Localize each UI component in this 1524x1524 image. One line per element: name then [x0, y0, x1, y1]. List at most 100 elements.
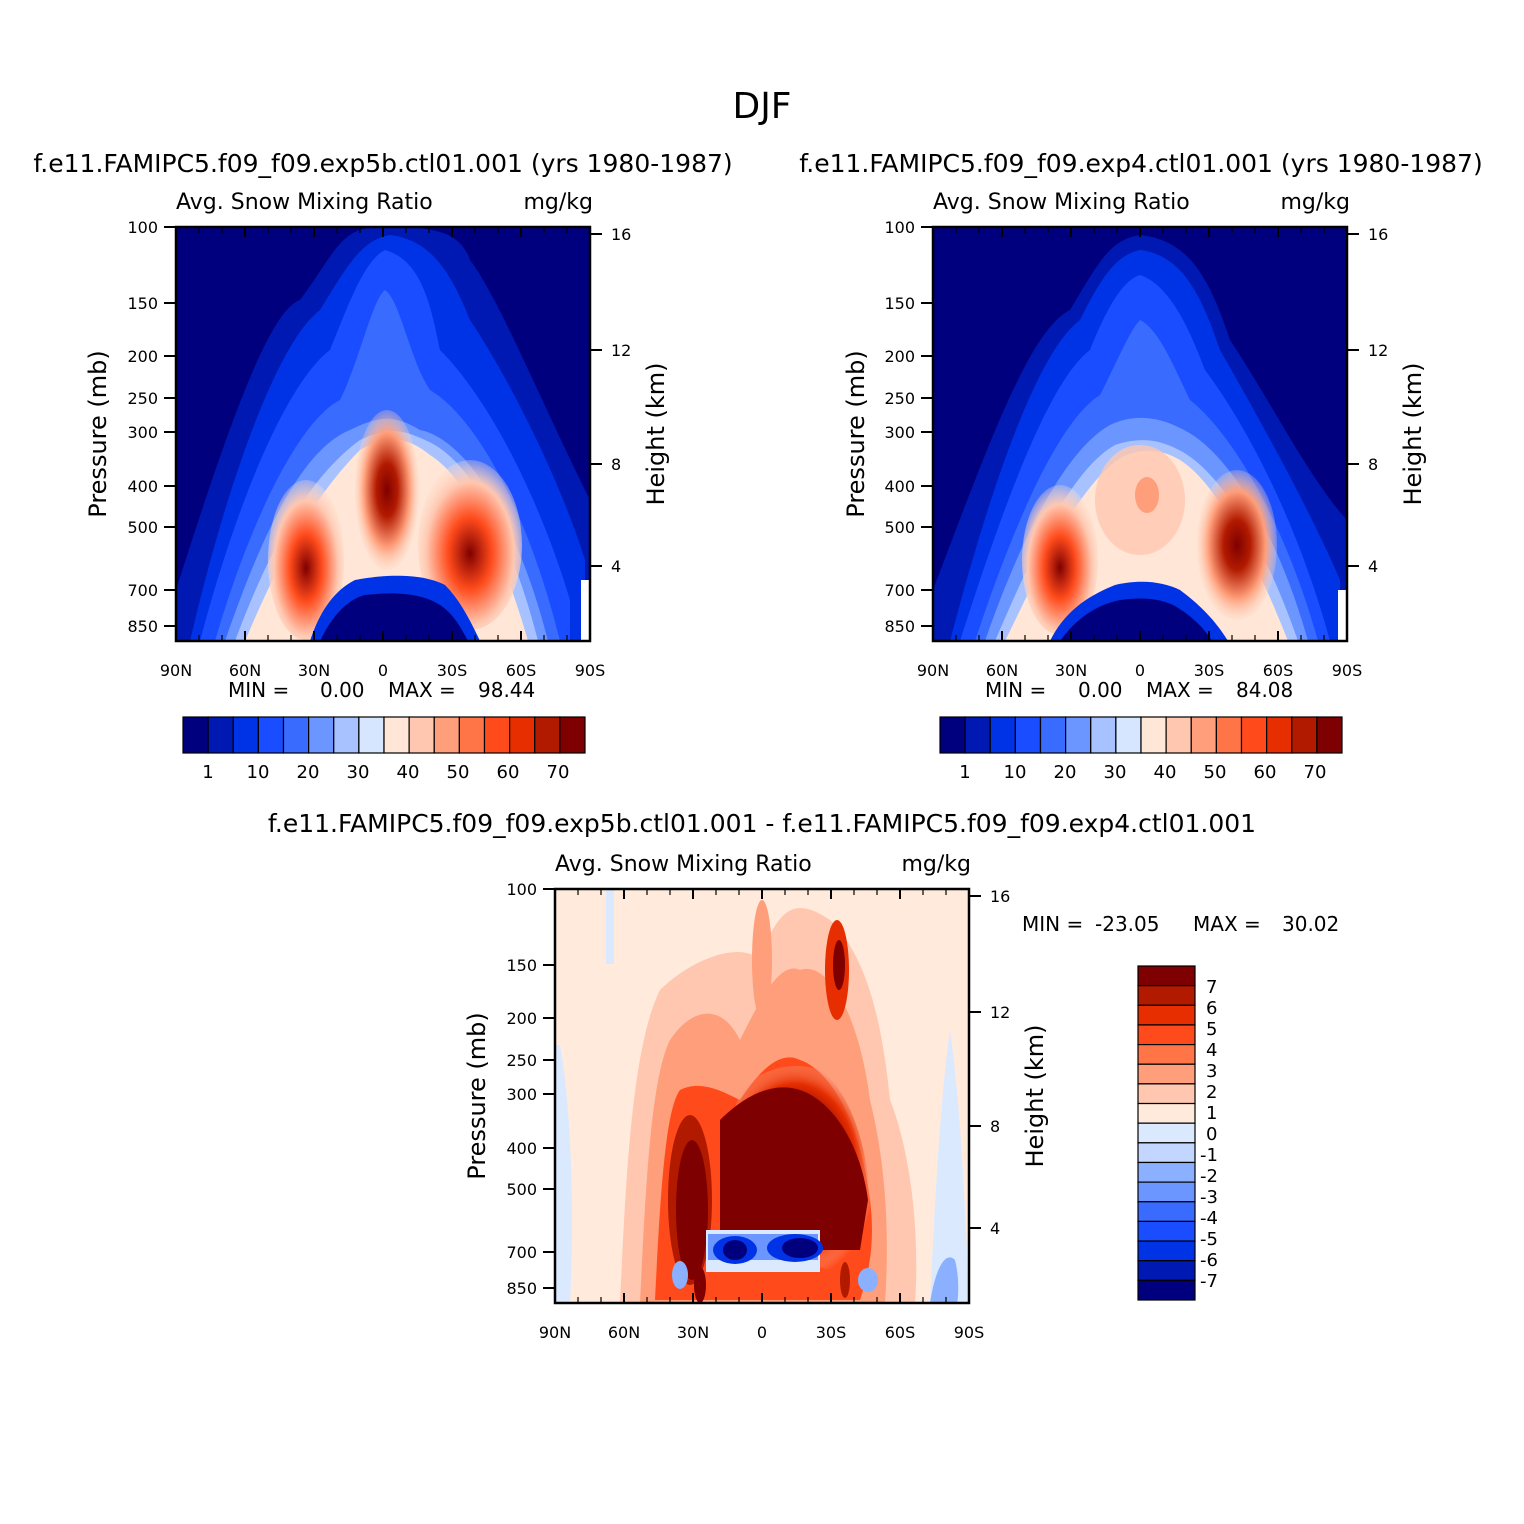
colorbar-swatch: [1137, 965, 1196, 987]
panel-3-min-value: -23.05: [1095, 912, 1159, 936]
colorbar-label: 6: [1206, 998, 1217, 1019]
colorbar-swatch: [257, 716, 285, 754]
colorbar-swatch: [483, 716, 511, 754]
panel-2-max-label: MAX =: [1146, 678, 1214, 702]
colorbar-label: -3: [1200, 1187, 1218, 1208]
colorbar-swatch: [1137, 1024, 1196, 1046]
colorbar-label: 1: [202, 762, 213, 783]
panel-3-y-axis-right-label: Height (km): [1021, 1025, 1049, 1168]
y-tick-label: 700: [884, 581, 915, 600]
panel-1-units: mg/kg: [523, 190, 593, 215]
y-tick-label: 200: [127, 347, 158, 366]
x-tick-label: 60S: [1263, 661, 1294, 680]
colorbar-swatch: [1137, 1102, 1196, 1124]
colorbar-swatch: [1065, 716, 1092, 754]
colorbar-swatch: [232, 716, 259, 754]
panel-1-y-axis-right-label: Height (km): [642, 363, 670, 506]
colorbar-label: -2: [1200, 1166, 1218, 1187]
colorbar-label: 5: [1206, 1019, 1217, 1040]
y-right-tick-label: 8: [1368, 455, 1378, 474]
colorbar-label: 0: [1206, 1124, 1217, 1145]
colorbar-swatch: [509, 716, 536, 754]
colorbar-label: -7: [1200, 1271, 1218, 1292]
panel-3-units: mg/kg: [901, 852, 971, 877]
colorbar-swatch: [1137, 1043, 1196, 1065]
colorbar-swatch: [333, 716, 360, 754]
panel-2-title: f.e11.FAMIPC5.f09_f09.exp4.ctl01.001 (yr…: [799, 149, 1482, 178]
colorbar-label: -6: [1200, 1250, 1218, 1271]
y-right-tick-label: 8: [611, 455, 621, 474]
x-tick-label: 60N: [608, 1323, 640, 1342]
colorbar-swatch: [383, 716, 410, 754]
colorbar-swatch: [1266, 716, 1293, 754]
panel-2-y-ticks-right: 16 12 8 4: [1368, 225, 1388, 576]
panel-2-y-axis-label: Pressure (mb): [842, 350, 870, 517]
colorbar-label: 50: [447, 762, 470, 783]
y-right-tick-label: 16: [990, 887, 1010, 906]
y-tick-label: 200: [884, 347, 915, 366]
panel-1-field: [176, 227, 590, 641]
x-tick-label: 0: [757, 1323, 767, 1342]
colorbar-label: 20: [1054, 762, 1077, 783]
colorbar-label: -1: [1200, 1145, 1218, 1166]
y-right-tick-label: 12: [1368, 341, 1388, 360]
y-right-tick-label: 4: [990, 1219, 1000, 1238]
colorbar-swatch: [1240, 716, 1268, 754]
x-tick-label: 0: [1135, 661, 1145, 680]
panel-1-y-ticks: 100 150 200 250 300 400 500 700 850: [127, 218, 158, 636]
y-tick-label: 100: [127, 218, 158, 237]
colorbar-swatch: [1137, 985, 1196, 1006]
panel-1-max-label: MAX =: [388, 678, 456, 702]
y-tick-label: 300: [506, 1085, 537, 1104]
panel-3-max-value: 30.02: [1282, 912, 1339, 936]
panel-1-title: f.e11.FAMIPC5.f09_f09.exp5b.ctl01.001 (y…: [33, 149, 732, 178]
colorbar-swatch: [1137, 1083, 1196, 1105]
colorbar-swatch: [433, 716, 460, 754]
colorbar-swatch: [1140, 716, 1167, 754]
x-tick-label: 30S: [816, 1323, 847, 1342]
y-tick-label: 100: [506, 880, 537, 899]
colorbar-swatch: [1137, 1240, 1196, 1262]
x-tick-label: 90N: [917, 661, 949, 680]
colorbar-label: -5: [1200, 1229, 1218, 1250]
panel-2-min-label: MIN =: [985, 678, 1046, 702]
y-tick-label: 700: [127, 581, 158, 600]
colorbar-swatch: [559, 716, 586, 754]
y-tick-label: 200: [506, 1009, 537, 1028]
x-tick-label: 90S: [575, 661, 606, 680]
panel-1-y-ticks-right: 16 12 8 4: [611, 225, 631, 576]
colorbar-label: 10: [1004, 762, 1027, 783]
colorbar-label: 60: [1254, 762, 1277, 783]
colorbar-swatch: [1291, 716, 1318, 754]
colorbar-label: 1: [959, 762, 970, 783]
colorbar-swatch: [1190, 716, 1217, 754]
colorbar-label: 4: [1206, 1040, 1217, 1061]
colorbar-label: -4: [1200, 1208, 1218, 1229]
colorbar-swatch: [1014, 716, 1042, 754]
colorbar-label: 60: [497, 762, 520, 783]
y-tick-label: 850: [884, 617, 915, 636]
x-tick-label: 0: [378, 661, 388, 680]
y-right-tick-label: 16: [611, 225, 631, 244]
panel-1-x-ticks: 90N 60N 30N 0 30S 60S 90S: [160, 661, 605, 680]
colorbar-swatch: [1137, 1161, 1196, 1183]
colorbar-swatch: [1137, 1181, 1196, 1203]
panel-1-min-label: MIN =: [228, 678, 289, 702]
colorbar-swatch: [282, 716, 310, 754]
colorbar-label: 10: [247, 762, 270, 783]
colorbar-swatch: [1137, 1260, 1196, 1281]
colorbar-label: 40: [397, 762, 420, 783]
y-tick-label: 250: [506, 1051, 537, 1070]
colorbar-swatch: [1115, 716, 1142, 754]
y-tick-label: 850: [506, 1279, 537, 1298]
y-tick-label: 500: [884, 518, 915, 537]
colorbar-label: 20: [297, 762, 320, 783]
colorbar-swatch: [1039, 716, 1067, 754]
colorbar-swatch: [1090, 716, 1117, 754]
y-tick-label: 400: [506, 1139, 537, 1158]
x-tick-label: 90N: [160, 661, 192, 680]
colorbar-swatch: [1137, 1142, 1196, 1164]
panel-2-x-ticks: 90N 60N 30N 0 30S 60S 90S: [917, 661, 1362, 680]
panel-1-colorbar: [182, 716, 586, 754]
panel-3-left-subtitle: Avg. Snow Mixing Ratio: [555, 852, 812, 877]
